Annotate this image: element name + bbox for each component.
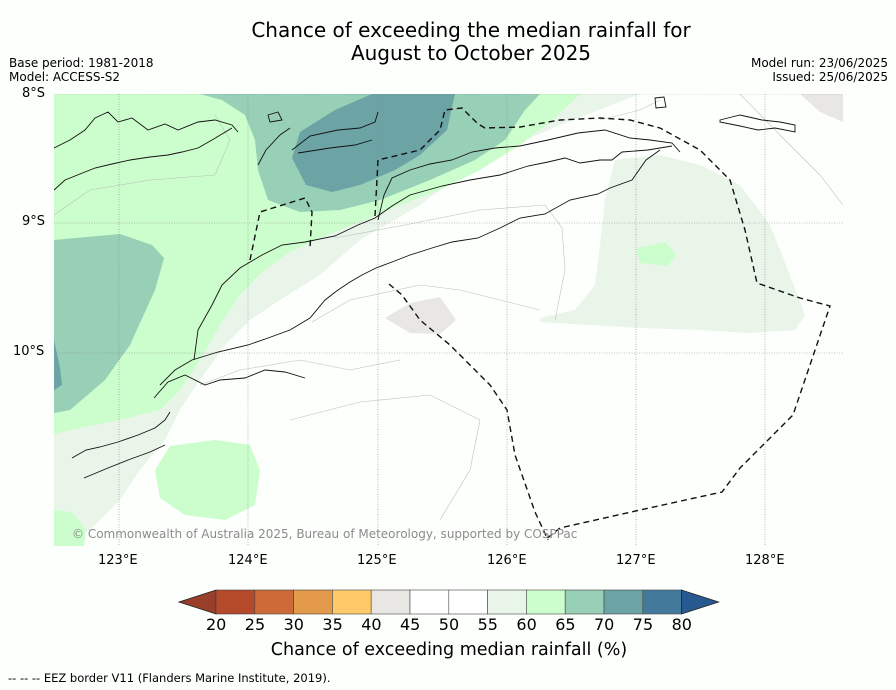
meta-right: Model run: 23/06/2025 Issued: 25/06/2025 (751, 56, 888, 84)
lat-label-10s: 10°S (13, 344, 45, 359)
colorbar-cell (603, 589, 644, 615)
colorbar-tick-label: 45 (400, 615, 421, 634)
colorbar-tick-label: 30 (283, 615, 304, 634)
alor-coast (291, 111, 379, 154)
colorbar-cell (254, 589, 294, 615)
tanimbar-coast (719, 114, 796, 133)
colorbar-cell (526, 589, 566, 615)
rote-island-coast (153, 369, 306, 399)
colorbar-tick-label: 70 (594, 615, 615, 634)
colorbar-tick-label: 55 (477, 615, 498, 634)
colorbar-tick-label: 35 (322, 615, 343, 634)
colorbar-label: Chance of exceeding median rainfall (%) (270, 640, 628, 660)
timor-south-coast (193, 145, 673, 361)
colorbar-cell (215, 589, 256, 615)
meta-left: Base period: 1981-2018 Model: ACCESS-S2 (9, 56, 154, 84)
eez-border (249, 107, 831, 541)
colorbar-arrow-high (681, 589, 720, 615)
colorbar-cell (293, 589, 333, 615)
colorbar-cell (642, 589, 682, 615)
colorbar-arrow-low (178, 589, 217, 615)
sumba-coast (71, 411, 171, 479)
rainfall-map: © Commonwealth of Australia 2025, Bureau… (54, 94, 843, 546)
title-line-2: August to October 2025 (350, 41, 592, 65)
small-island-1 (654, 96, 667, 109)
colorbar-tick-label: 50 (438, 615, 460, 634)
colorbar-tick-label: 75 (632, 615, 654, 634)
contour-40-45-patch (385, 297, 456, 334)
colorbar-tick-label: 80 (671, 615, 692, 634)
contour-70-75-edge (54, 340, 62, 390)
contour-60-65-south (155, 440, 260, 520)
title-line-1: Chance of exceeding the median rainfall … (251, 18, 691, 42)
base-period: Base period: 1981-2018 (9, 56, 154, 70)
colorbar-tick-label: 60 (516, 615, 537, 634)
colorbar-tick-label: 25 (244, 615, 266, 634)
lon-label-125e: 125°E (357, 553, 397, 568)
contour-60-65-east (636, 242, 676, 266)
lon-label-126e: 126°E (487, 553, 527, 568)
colorbar-cell (564, 589, 605, 615)
contour-40-45-corner (800, 94, 843, 122)
lon-label-128e: 128°E (745, 553, 785, 568)
savu-rote-coast (159, 149, 661, 386)
colorbar-tick-label: 40 (361, 615, 382, 634)
lon-label-124e: 124°E (228, 553, 268, 568)
contour-55-60-east (540, 155, 805, 333)
map-title: Chance of exceeding the median rainfall … (0, 19, 896, 65)
lat-label-9s: 9°S (22, 214, 46, 229)
colorbar (178, 589, 720, 615)
colorbar-cell (487, 589, 527, 615)
coastlines (54, 96, 796, 479)
copyright-text: © Commonwealth of Australia 2025, Bureau… (72, 527, 577, 541)
contour-70-75-north (292, 94, 455, 192)
issued-date: Issued: 25/06/2025 (772, 70, 888, 84)
model-run: Model run: 23/06/2025 (750, 56, 888, 70)
footer-note: -- -- -- EEZ border V11 (Flanders Marine… (8, 671, 331, 685)
model-name: Model: ACCESS-S2 (9, 70, 121, 84)
colorbar-tick-label: 65 (555, 615, 576, 634)
lon-label-123e: 123°E (98, 553, 138, 568)
lat-label-8s: 8°S (22, 86, 46, 101)
contour-60-65-corner (54, 510, 86, 546)
flores-coast (54, 111, 239, 191)
colorbar-cell (409, 589, 450, 615)
lon-label-127e: 127°E (616, 553, 656, 568)
timor-north-coast (257, 127, 681, 221)
contour-60-65-main (54, 94, 580, 434)
colorbar-cell (448, 589, 488, 615)
colorbar-cell (332, 589, 372, 615)
contour-65-70-west (54, 234, 164, 413)
small-island-2 (267, 111, 283, 123)
colorbar-cell (370, 589, 411, 615)
colorbar-tick-label: 20 (206, 615, 227, 634)
